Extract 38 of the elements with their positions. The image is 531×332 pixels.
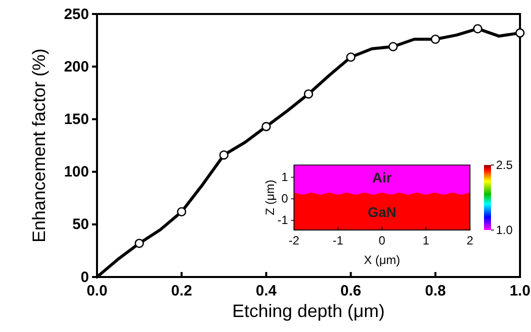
point (219, 150, 229, 160)
y-tick-label: 250 (64, 6, 89, 23)
x-tick-label: -1 (332, 234, 344, 248)
y-tick-label: 0 (281, 192, 288, 206)
x-tick-label: 0.6 (340, 282, 362, 300)
x-tick-label: 2 (466, 234, 474, 248)
x-axis-title: Etching depth (μm) (232, 301, 385, 321)
y-tick-label: 1 (281, 170, 288, 184)
x-tick-label: 0.0 (86, 282, 108, 300)
y-tick-label: 0 (80, 268, 89, 286)
point (134, 238, 144, 248)
x-tick-label: 0.4 (256, 282, 278, 300)
x-tick-label: -2 (288, 234, 300, 248)
color-bar-label: 2.5 (496, 158, 514, 172)
y-tick-label: 100 (64, 164, 89, 181)
point (430, 34, 440, 44)
point (473, 24, 482, 34)
y-tick-label: -1 (277, 213, 288, 228)
x-tick-label: 1.0 (510, 282, 530, 300)
y-tick-label: 50 (72, 216, 89, 234)
point (176, 207, 186, 216)
point (262, 122, 271, 132)
band-label: Air (372, 169, 392, 186)
y-tick-label: 200 (64, 58, 89, 76)
x-tick-label: 0.2 (171, 282, 192, 300)
color-bar-label: 1.0 (496, 223, 514, 237)
x-tick-label: 0 (378, 234, 386, 248)
point (346, 52, 356, 62)
point (388, 42, 398, 52)
y-axis-title: Z (μm) (263, 180, 277, 216)
point (515, 28, 525, 38)
point (304, 89, 314, 99)
series-label: GaN (368, 204, 396, 220)
y-axis-title: Enhancement factor (%) (29, 48, 49, 243)
x-tick-label: 0.8 (424, 282, 446, 300)
x-tick-label: 1 (422, 234, 430, 248)
y-tick-label: 150 (64, 111, 89, 128)
x-axis-title: X (μm) (364, 253, 400, 267)
